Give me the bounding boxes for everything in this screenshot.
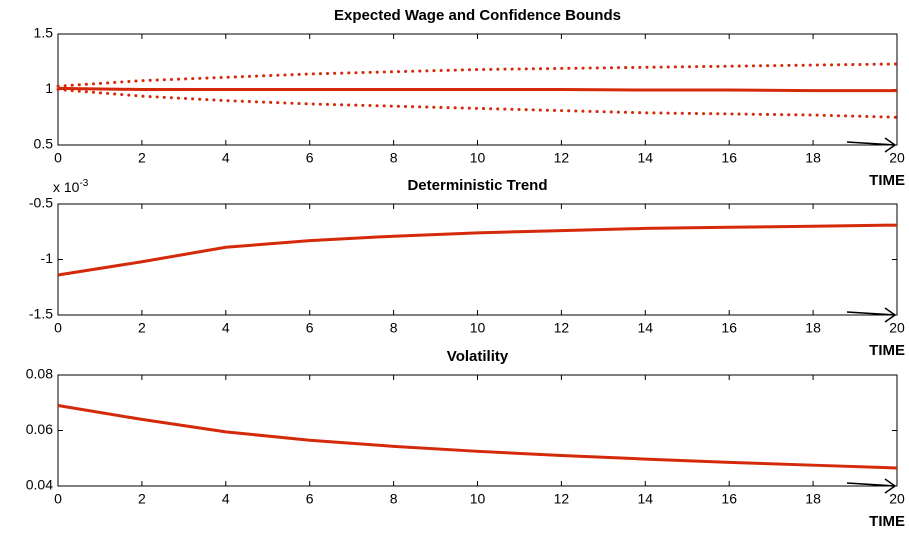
x-tick-label: 14 <box>638 320 654 336</box>
y-tick-label: -0.5 <box>29 195 53 211</box>
data-line <box>57 223 898 277</box>
data-line <box>56 88 899 119</box>
x-tick-label: 10 <box>470 320 486 336</box>
x-tick-label: 4 <box>222 491 230 507</box>
subplot-title: Volatility <box>447 348 509 365</box>
x-tick-label: 14 <box>638 150 654 166</box>
x-tick-label: 6 <box>306 150 314 166</box>
x-tick-label: 2 <box>138 320 146 336</box>
x-tick-label: 8 <box>390 150 398 166</box>
x-tick-label: 8 <box>390 491 398 507</box>
x-tick-label: 12 <box>554 320 570 336</box>
subplot-title: Deterministic Trend <box>407 177 547 194</box>
x-tick-label: 16 <box>721 320 737 336</box>
x-tick-label: 14 <box>638 491 654 507</box>
x-tick-label: 0 <box>54 320 62 336</box>
x-tick-label: 8 <box>390 320 398 336</box>
y-tick-label: 0.5 <box>34 136 54 152</box>
x-tick-label: 20 <box>889 150 905 166</box>
x-axis-label: TIME <box>869 172 905 189</box>
y-tick-label: 1.5 <box>34 25 54 41</box>
x-tick-label: 6 <box>306 491 314 507</box>
y-tick-label: 1 <box>45 80 53 96</box>
x-tick-label: 0 <box>54 491 62 507</box>
y-tick-label: 0.06 <box>26 421 53 437</box>
x-axis-label: TIME <box>869 342 905 359</box>
x-tick-label: 2 <box>138 491 146 507</box>
axes-box <box>57 203 898 316</box>
x-tick-label: 16 <box>721 491 737 507</box>
y-tick-label: -1 <box>41 250 54 266</box>
x-tick-label: 18 <box>805 320 821 336</box>
x-tick-label: 16 <box>721 150 737 166</box>
y-tick-label: -1.5 <box>29 306 53 322</box>
x-tick-label: 20 <box>889 491 905 507</box>
y-tick-label: 0.08 <box>26 366 53 382</box>
axis-arrow <box>846 137 897 153</box>
x-tick-label: 4 <box>222 150 230 166</box>
subplot-title: Expected Wage and Confidence Bounds <box>334 7 621 24</box>
x-tick-label: 10 <box>470 150 486 166</box>
axes-box <box>57 374 898 487</box>
x-tick-label: 18 <box>805 150 821 166</box>
multiplier-exponent: -3 <box>79 178 88 189</box>
x-tick-label: 12 <box>554 491 570 507</box>
x-axis-label: TIME <box>869 513 905 530</box>
x-tick-label: 18 <box>805 491 821 507</box>
axis-arrow <box>846 307 897 323</box>
y-tick-label: 0.04 <box>26 477 53 493</box>
x-tick-label: 4 <box>222 320 230 336</box>
y-multiplier: x 10-3 <box>53 178 89 195</box>
x-tick-label: 2 <box>138 150 146 166</box>
multiplier-base: x 10 <box>53 179 80 195</box>
data-line <box>56 62 899 88</box>
x-tick-label: 6 <box>306 320 314 336</box>
data-line <box>57 404 898 470</box>
axis-arrow <box>846 478 897 494</box>
x-tick-label: 12 <box>554 150 570 166</box>
data-line <box>57 86 897 93</box>
x-tick-label: 10 <box>470 491 486 507</box>
x-tick-label: 0 <box>54 150 62 166</box>
x-tick-label: 20 <box>889 320 905 336</box>
